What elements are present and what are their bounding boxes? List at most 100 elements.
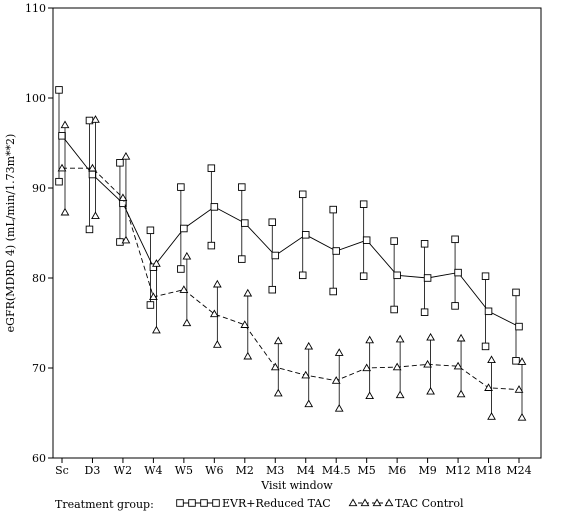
legend-marker — [372, 498, 382, 507]
legend-title: Treatment group: — [55, 498, 154, 511]
x-tick-label: M4 — [297, 464, 315, 477]
x-tick-label: M12 — [445, 464, 470, 477]
error-bar-upper-marker — [420, 240, 429, 248]
legend-label: EVR+Reduced TAC — [222, 497, 331, 510]
error-bar-lower-marker — [517, 412, 527, 421]
error-bar-upper-marker — [116, 159, 124, 167]
legend-entry: TAC Control — [348, 497, 464, 510]
error-bar-lower-marker — [451, 302, 459, 310]
error-bar-lower-marker — [55, 177, 63, 186]
legend-entry: EVR+Reduced TAC — [176, 497, 331, 510]
mean-point — [180, 224, 188, 233]
error-bar-upper-marker — [359, 200, 368, 208]
error-bar-lower-marker — [304, 399, 314, 408]
mean-point — [240, 320, 250, 328]
x-tick-label: M4.5 — [322, 464, 351, 477]
legend-marker — [212, 499, 220, 507]
x-tick-label: W5 — [175, 464, 193, 477]
error-bar-upper-marker — [329, 205, 337, 214]
error-bar-upper-marker — [487, 355, 496, 364]
mean-point — [209, 309, 219, 318]
x-tick-label: M6 — [388, 464, 406, 477]
mean-point — [301, 231, 310, 239]
error-bar-upper-marker — [512, 288, 520, 297]
x-tick-label: W4 — [144, 464, 162, 477]
y-tick-label: 80 — [32, 272, 46, 285]
error-bar-lower-marker — [238, 255, 246, 263]
error-bar-lower-marker — [512, 357, 520, 365]
mean-point — [58, 132, 66, 140]
mean-point — [88, 163, 97, 172]
error-bar-upper-marker — [298, 190, 307, 199]
x-tick-label: M18 — [476, 464, 501, 477]
x-tick-label: Sc — [55, 464, 69, 477]
mean-point — [88, 170, 97, 179]
error-bar-lower-marker — [426, 386, 435, 395]
x-tick-label: M24 — [506, 464, 531, 477]
error-bar-upper-marker — [334, 348, 344, 356]
mean-point — [514, 385, 524, 393]
error-bar-lower-marker — [420, 308, 429, 316]
series-line — [61, 135, 520, 328]
error-bar-lower-marker — [152, 325, 161, 334]
x-tick-label: D3 — [85, 464, 101, 477]
y-axis-label: eGFR(MDRD 4) (mL/min/1.73m**2) — [4, 134, 17, 333]
mean-point — [210, 203, 219, 211]
x-tick-label: W6 — [205, 464, 223, 477]
error-bar-lower-marker — [207, 241, 216, 250]
error-bar-upper-marker — [152, 259, 161, 267]
error-bar-lower-marker — [456, 389, 466, 398]
error-bar-upper-marker — [273, 336, 283, 345]
y-axis: 60 70 80 90 100 110 — [25, 2, 53, 465]
x-axis-label: Visit window — [260, 479, 333, 492]
error-bar-upper-marker — [177, 183, 185, 191]
mean-point — [393, 271, 401, 280]
legend-entries: EVR+Reduced TAC TAC Control — [176, 497, 464, 510]
series-tac-control — [57, 115, 527, 421]
mean-point — [149, 292, 158, 301]
legend-marker — [176, 499, 184, 507]
error-bar-upper-marker — [182, 251, 192, 260]
legend-marker — [384, 498, 394, 507]
mean-point — [453, 361, 463, 370]
mean-point — [179, 285, 189, 293]
mean-point — [270, 362, 280, 371]
error-bar-upper-marker — [451, 235, 459, 244]
legend-label: TAC Control — [395, 497, 464, 510]
y-tick-label: 70 — [32, 362, 46, 375]
error-bar-lower-marker — [182, 318, 192, 327]
mean-point — [362, 236, 371, 244]
error-bar-upper-marker — [85, 116, 94, 125]
mean-point — [332, 247, 340, 255]
error-bar-lower-marker — [146, 301, 155, 309]
error-bar-lower-marker — [116, 238, 124, 246]
error-bar-upper-marker — [304, 341, 314, 350]
error-bar-lower-marker — [121, 235, 131, 244]
x-tick-label: M5 — [358, 464, 376, 477]
x-tick-label: M3 — [266, 464, 284, 477]
mean-point — [301, 370, 311, 379]
error-bar-lower-marker — [395, 390, 405, 399]
error-bar-lower-marker — [298, 271, 307, 280]
x-tick-label: W2 — [114, 464, 132, 477]
error-bar-lower-marker — [481, 342, 490, 351]
error-bar-upper-marker — [146, 226, 155, 235]
mean-point — [515, 322, 523, 331]
legend-marker — [188, 499, 196, 507]
error-bar-lower-marker — [329, 287, 337, 296]
error-bar-lower-marker — [212, 340, 222, 348]
mean-point — [241, 219, 249, 227]
error-bar-upper-marker — [60, 120, 70, 129]
error-bar-lower-marker — [268, 285, 277, 294]
mean-point — [423, 274, 432, 282]
series-evr-reduced-tac — [55, 86, 523, 365]
x-tick-label: M9 — [418, 464, 436, 477]
mean-point — [331, 376, 341, 384]
error-bar-lower-marker — [243, 351, 253, 360]
mean-point — [392, 362, 402, 371]
y-tick-label: 110 — [25, 2, 46, 15]
error-bar-upper-marker — [91, 115, 100, 123]
error-bar-lower-marker — [359, 272, 368, 280]
error-bar-lower-marker — [177, 265, 185, 273]
